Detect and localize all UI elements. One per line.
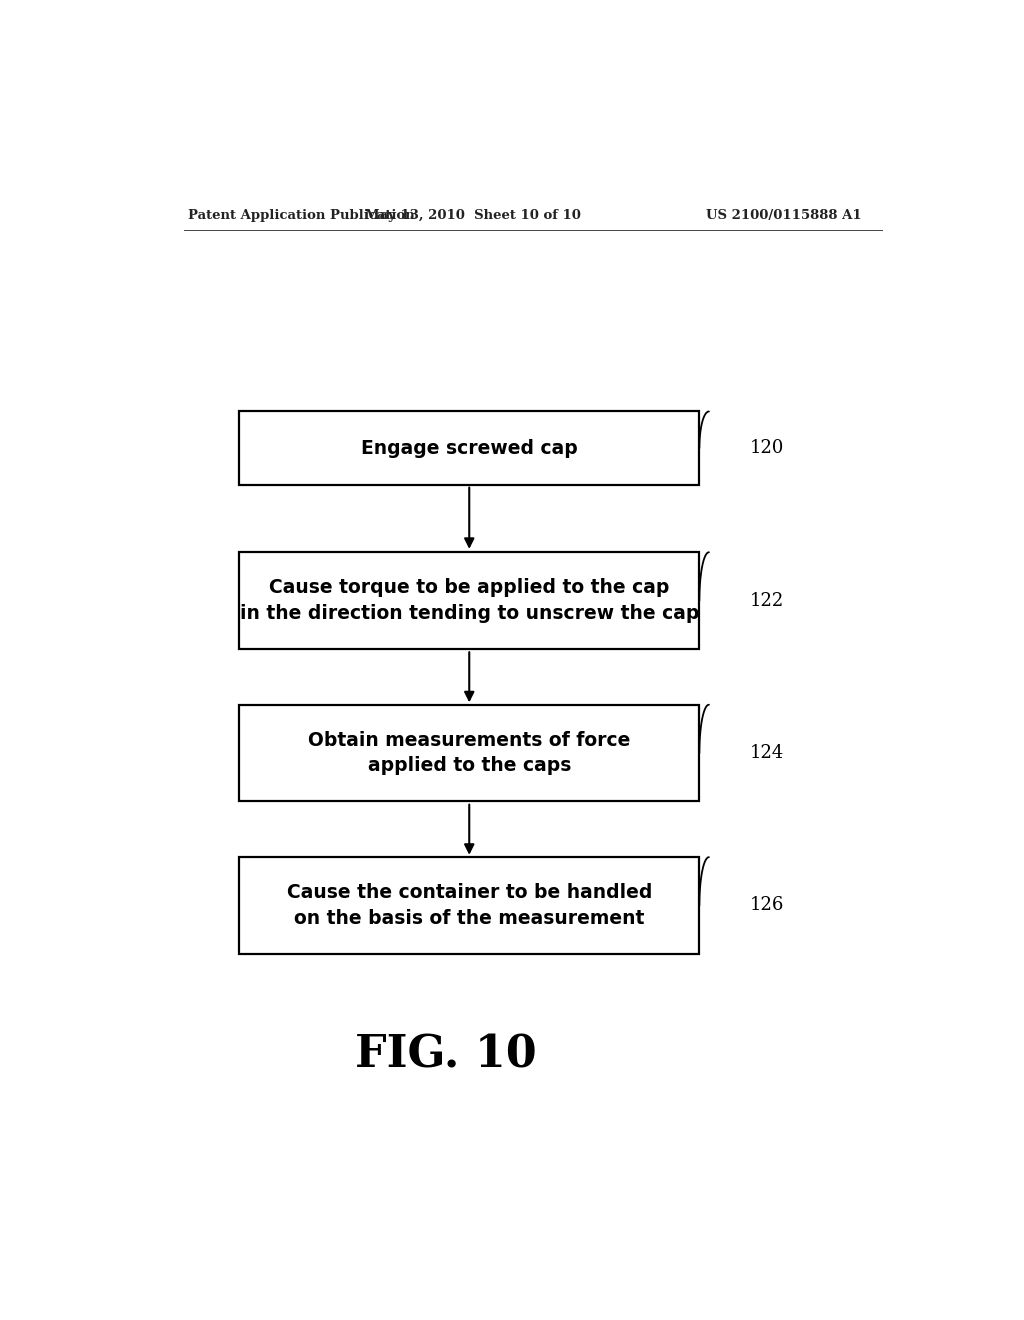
Text: 126: 126 bbox=[750, 896, 783, 915]
Text: Cause torque to be applied to the cap
in the direction tending to unscrew the ca: Cause torque to be applied to the cap in… bbox=[240, 578, 699, 623]
Text: Patent Application Publication: Patent Application Publication bbox=[187, 209, 415, 222]
Bar bbox=[240, 705, 699, 801]
Bar bbox=[240, 552, 699, 649]
Text: 122: 122 bbox=[750, 591, 783, 610]
Text: FIG. 10: FIG. 10 bbox=[354, 1034, 537, 1076]
Text: Engage screwed cap: Engage screwed cap bbox=[360, 438, 578, 458]
Text: 124: 124 bbox=[750, 744, 783, 762]
Bar bbox=[240, 857, 699, 954]
Text: US 2100/0115888 A1: US 2100/0115888 A1 bbox=[707, 209, 862, 222]
Text: May 13, 2010  Sheet 10 of 10: May 13, 2010 Sheet 10 of 10 bbox=[366, 209, 582, 222]
Text: Cause the container to be handled
on the basis of the measurement: Cause the container to be handled on the… bbox=[287, 883, 652, 928]
Bar bbox=[240, 412, 699, 484]
Text: 120: 120 bbox=[750, 440, 783, 457]
Text: Obtain measurements of force
applied to the caps: Obtain measurements of force applied to … bbox=[308, 730, 631, 775]
